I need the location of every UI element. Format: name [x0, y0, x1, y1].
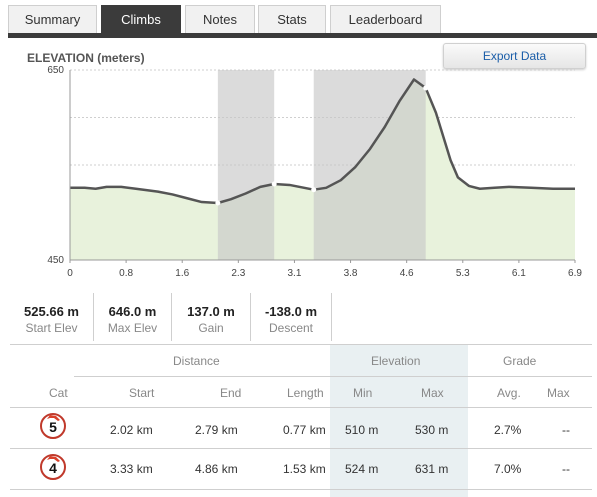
stat-descent: -138.0 m Descent: [251, 293, 332, 341]
cell-min: 510 m: [345, 423, 379, 437]
stat-value: 137.0 m: [187, 304, 235, 319]
tab-climbs[interactable]: Climbs: [101, 5, 181, 33]
x-tick-label: 3.1: [287, 268, 301, 279]
cell-start: 2.02 km: [110, 423, 153, 437]
group-divider: [74, 376, 592, 377]
climb-category-label: 4: [49, 460, 57, 476]
stat-gain: 137.0 m Gain: [172, 293, 251, 341]
y-tick-label: 450: [47, 255, 64, 266]
cell-end: 4.86 km: [195, 462, 238, 476]
table-top-divider: [10, 344, 592, 345]
x-tick-label: 6.1: [512, 268, 526, 279]
group-grade: Grade: [503, 354, 537, 368]
climb-boundary-marker: [423, 85, 429, 91]
tab-leaderboard[interactable]: Leaderboard: [330, 5, 441, 33]
x-tick-label: 5.3: [456, 268, 470, 279]
stat-label: Gain: [198, 321, 224, 335]
cell-avg: 7.0%: [494, 462, 522, 476]
col-length: Length: [287, 386, 324, 400]
elevation-area: [70, 79, 575, 260]
x-tick-label: 3.8: [344, 268, 358, 279]
x-tick-label: 4.6: [400, 268, 414, 279]
stat-value: 525.66 m: [24, 304, 79, 319]
cell-max: 530 m: [415, 423, 449, 437]
climb-highlight-band: [217, 70, 275, 260]
x-tick-label: 1.6: [175, 268, 189, 279]
row-divider: [10, 489, 592, 490]
elevation-line: [70, 78, 575, 205]
col-start: Start: [129, 386, 155, 400]
stat-label: Start Elev: [25, 321, 78, 335]
cell-length: 0.77 km: [283, 423, 326, 437]
cell-length: 1.53 km: [283, 462, 326, 476]
elevation-column-highlight: [330, 345, 468, 497]
climb-boundary-marker: [215, 200, 221, 206]
climb-category-icon: 4: [40, 454, 66, 480]
tab-summary[interactable]: Summary: [8, 5, 97, 33]
tab-bar-underline: [8, 33, 597, 38]
climb-boundary-marker: [311, 187, 317, 193]
export-data-button[interactable]: Export Data: [443, 43, 586, 69]
col-avg: Avg.: [497, 386, 521, 400]
cell-end: 2.79 km: [195, 423, 238, 437]
elevation-title: ELEVATION (meters): [27, 51, 145, 65]
climb-category-icon: 5: [40, 413, 66, 439]
tab-bar: Summary Climbs Notes Stats Leaderboard: [0, 0, 597, 38]
climb-category-label: 5: [49, 419, 57, 435]
col-grade-max: Max: [547, 386, 570, 400]
cell-start: 3.33 km: [110, 462, 153, 476]
x-tick-label: 2.3: [231, 268, 245, 279]
header-divider: [10, 407, 592, 408]
stat-start-elev: 525.66 m Start Elev: [10, 293, 94, 341]
climb-boundary-marker: [271, 181, 277, 187]
cell-grade-max: --: [562, 423, 570, 437]
tab-notes[interactable]: Notes: [185, 5, 255, 33]
stat-label: Max Elev: [107, 321, 158, 335]
stat-value: -138.0 m: [264, 304, 318, 319]
col-min: Min: [353, 386, 373, 400]
col-cat: Cat: [49, 386, 68, 400]
cell-max: 631 m: [415, 462, 449, 476]
cell-min: 524 m: [345, 462, 379, 476]
x-tick-label: 6.9: [568, 268, 582, 279]
group-elevation: Elevation: [371, 354, 421, 368]
cell-grade-max: --: [562, 462, 570, 476]
tab-stats[interactable]: Stats: [258, 5, 326, 33]
stat-label: Descent: [268, 321, 314, 335]
col-max: Max: [421, 386, 444, 400]
climb-highlight-band: [313, 70, 426, 260]
y-tick-label: 650: [47, 65, 64, 76]
stat-max-elev: 646.0 m Max Elev: [94, 293, 172, 341]
cell-avg: 2.7%: [494, 423, 522, 437]
x-tick-label: 0.8: [119, 268, 133, 279]
x-tick-label: 0: [67, 268, 73, 279]
stat-value: 646.0 m: [108, 304, 157, 319]
row-divider: [10, 448, 592, 449]
col-end: End: [220, 386, 242, 400]
group-distance: Distance: [173, 354, 220, 368]
